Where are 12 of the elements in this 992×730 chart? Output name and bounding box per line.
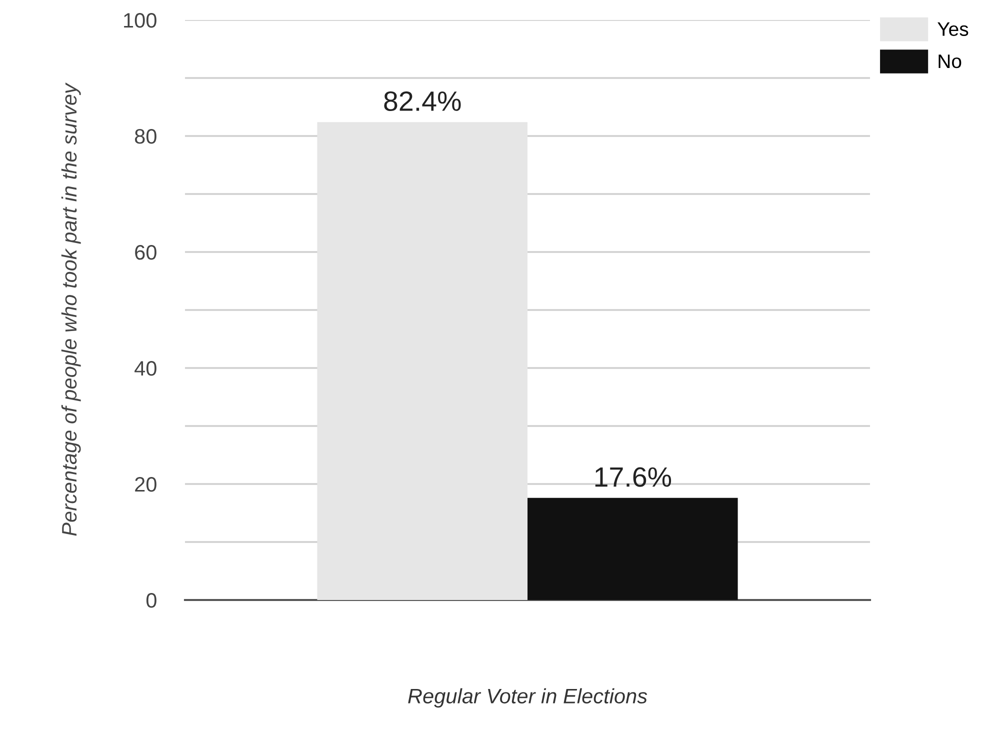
y-tick-label: 80 [134,129,156,144]
y-tick-label: 40 [134,361,156,376]
data-label: 17.6% [595,467,672,487]
legend-label: Yes [938,22,968,36]
y-tick-label: 60 [135,245,156,260]
y-axis-title: Percentage of people who took part in the survey [61,82,81,536]
y-tick-label: 20 [135,477,156,492]
data-label: 82.4% [384,91,461,112]
y-tick-label: 100 [124,13,156,28]
x-axis-title: Regular Voter in Elections [408,688,648,708]
y-tick-label: 0 [146,593,156,608]
legend-label: No [938,54,962,68]
